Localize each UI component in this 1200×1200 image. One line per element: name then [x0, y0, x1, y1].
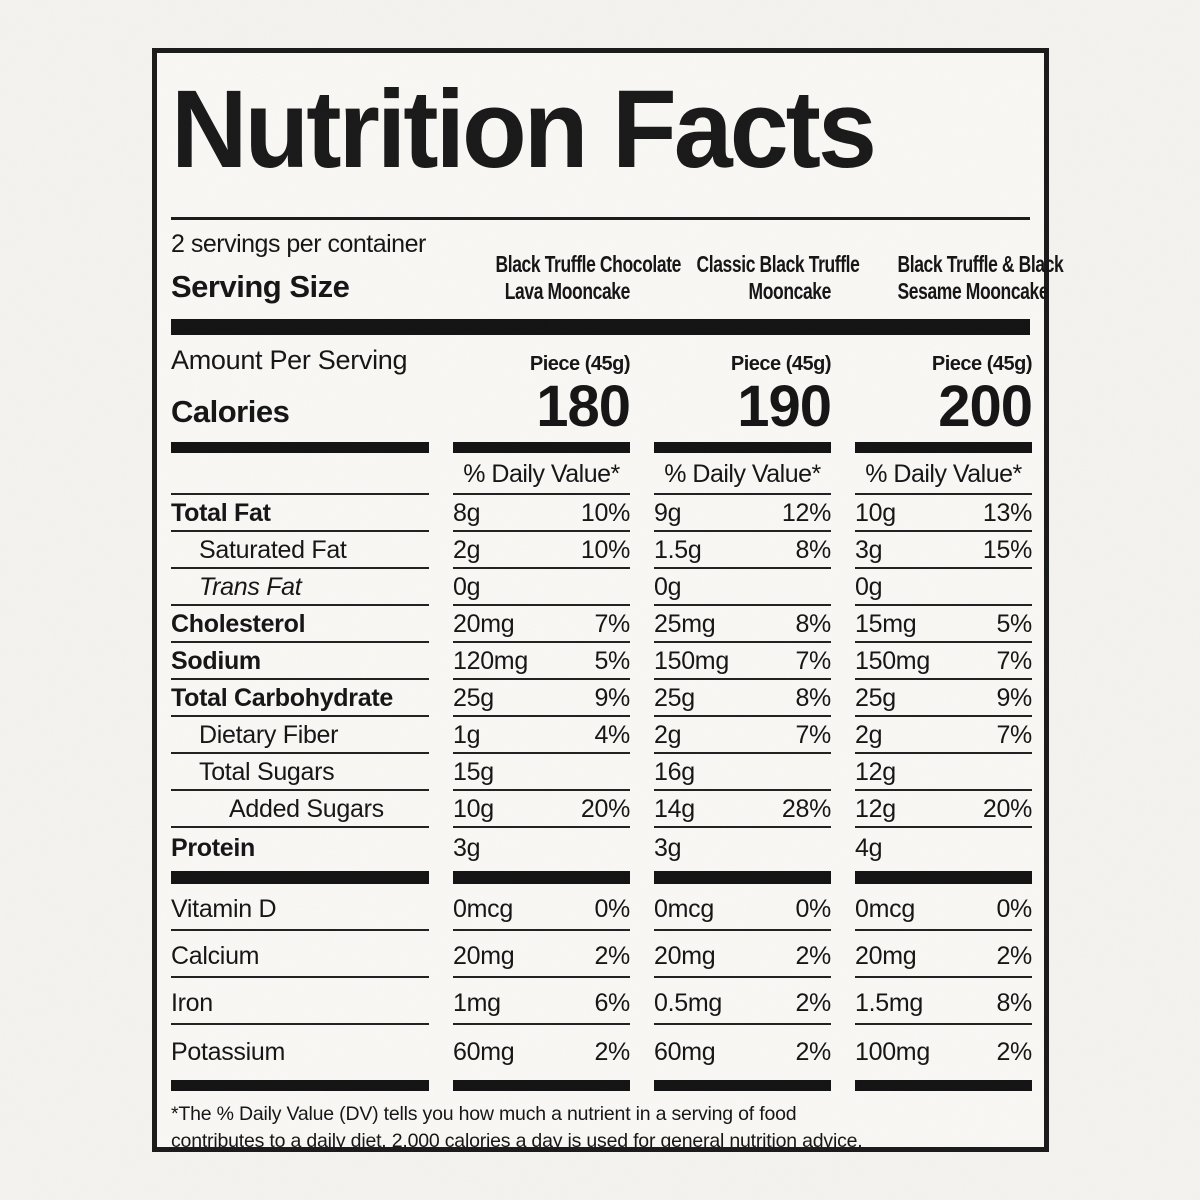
divider-bar	[171, 871, 429, 884]
value-cell: 1mg 6%	[453, 978, 630, 1025]
serving-section: 2 servings per container Serving Size Bl…	[171, 220, 1064, 319]
row-added-sugars: Added Sugars 10g 20% 14g 28% 12g 20%	[171, 791, 1032, 828]
value-cell: 25mg 8%	[654, 606, 831, 643]
calories-value-3: 200	[938, 374, 1033, 439]
calories-value-2: 190	[737, 374, 832, 439]
daily-value-header-3: % Daily Value*	[855, 460, 1032, 495]
value-cell: 0.5mg 2%	[654, 978, 831, 1025]
divider-bar	[453, 1080, 630, 1091]
value-cell: 150mg 7%	[654, 643, 831, 680]
value-cell: 0g	[654, 569, 831, 606]
row-iron: Iron 1mg 6% 0.5mg 2% 1.5mg 8%	[171, 978, 1032, 1025]
value-cell: 0mcg 0%	[453, 884, 630, 931]
value-cell: 15g	[453, 754, 630, 791]
value-cell: 60mg 2%	[453, 1038, 630, 1066]
value-cell: 120mg 5%	[453, 643, 630, 680]
value-cell: 14g 28%	[654, 791, 831, 828]
value-cell: 2g 10%	[453, 532, 630, 569]
serving-unit-1: Piece (45g)	[529, 353, 631, 375]
footnote-line-2: contributes to a daily diet. 2.000 calor…	[171, 1129, 863, 1152]
divider-bars-calories	[171, 442, 1032, 453]
thick-divider-top	[171, 319, 1030, 335]
serving-info: 2 servings per container Serving Size	[171, 230, 429, 305]
daily-value-header-row: % Daily Value* % Daily Value* % Daily Va…	[171, 453, 1032, 495]
value-cell: 10g 20%	[453, 791, 630, 828]
divider-bar	[855, 442, 1032, 453]
divider-bar	[453, 442, 630, 453]
divider-bar	[171, 442, 429, 453]
serving-size-label: Serving Size	[171, 269, 350, 304]
amount-per-serving-label: Amount Per Serving	[171, 345, 408, 375]
calories-row: Calories 180 190 200	[171, 374, 1033, 439]
row-dietary-fiber: Dietary Fiber 1g 4% 2g 7% 2g 7%	[171, 717, 1032, 754]
calories-label: Calories	[171, 394, 290, 429]
row-calcium: Calcium 20mg 2% 20mg 2% 20mg 2%	[171, 931, 1032, 978]
value-cell: 60mg 2%	[654, 1038, 831, 1066]
servings-per-container: 2 servings per container	[171, 230, 426, 258]
value-cell: 9g 12%	[654, 495, 831, 532]
value-cell: 12g 20%	[855, 791, 1032, 828]
value-cell: 20mg 2%	[453, 931, 630, 978]
value-cell: 8g 10%	[453, 495, 630, 532]
divider-bars-potassium	[171, 1080, 1032, 1091]
row-trans-fat: Trans Fat 0g 0g 0g	[171, 569, 1032, 606]
divider-bar	[855, 1080, 1032, 1091]
value-cell: 16g	[654, 754, 831, 791]
value-cell: 4g	[855, 834, 883, 862]
divider-bar	[654, 1080, 831, 1091]
value-cell: 20mg 2%	[855, 931, 1032, 978]
daily-value-header-2: % Daily Value*	[654, 460, 831, 495]
product-name-2: Classic Black Truffle Mooncake	[696, 250, 860, 304]
row-potassium: Potassium 60mg 2% 60mg 2% 100mg 2%	[171, 1025, 1032, 1072]
value-cell: 25g 9%	[453, 680, 630, 717]
row-protein: Protein 3g 3g 4g	[171, 828, 1030, 865]
row-saturated-fat: Saturated Fat 2g 10% 1.5g 8% 3g 15%	[171, 532, 1032, 569]
serving-unit-3: Piece (45g)	[931, 353, 1033, 375]
row-total-sugars: Total Sugars 15g 16g 12g	[171, 754, 1032, 791]
row-sodium: Sodium 120mg 5% 150mg 7% 150mg 7%	[171, 643, 1032, 680]
divider-bar	[654, 442, 831, 453]
value-cell: 3g 15%	[855, 532, 1032, 569]
empty-label-cell	[171, 453, 429, 495]
value-cell: 25g 9%	[855, 680, 1032, 717]
value-cell: 15mg 5%	[855, 606, 1032, 643]
value-cell: 1.5mg 8%	[855, 978, 1032, 1025]
value-cell: 20mg 7%	[453, 606, 630, 643]
value-cell: 1.5g 8%	[654, 532, 831, 569]
value-cell: 3g	[654, 834, 682, 862]
footnote: *The % Daily Value (DV) tells you how mu…	[171, 1101, 1030, 1155]
page-title: Nutrition Facts	[171, 68, 877, 192]
value-cell: 150mg 7%	[855, 643, 1032, 680]
row-vitamin-d: Vitamin D 0mcg 0% 0mcg 0% 0mcg 0%	[171, 884, 1032, 931]
value-cell: 2g 7%	[654, 717, 831, 754]
value-cell: 3g	[453, 834, 481, 862]
row-total-fat: Total Fat 8g 10% 9g 12% 10g 13%	[171, 495, 1032, 532]
value-cell: 25g 8%	[654, 680, 831, 717]
divider-bar	[171, 1080, 429, 1091]
value-cell: 10g 13%	[855, 495, 1032, 532]
value-cell: 1g 4%	[453, 717, 630, 754]
value-cell: 0mcg 0%	[654, 884, 831, 931]
value-cell: 12g	[855, 754, 1032, 791]
divider-bar	[855, 871, 1032, 884]
row-total-carbohydrate: Total Carbohydrate 25g 9% 25g 8% 25g 9%	[171, 680, 1032, 717]
product-name-1: Black Truffle Chocolate Lava Mooncake	[495, 250, 682, 304]
value-cell: 0mcg 0%	[855, 884, 1032, 931]
product-name-3: Black Truffle & Black Sesame Mooncake	[897, 250, 1064, 304]
divider-bar	[654, 871, 831, 884]
value-cell: 2g 7%	[855, 717, 1032, 754]
value-cell: 0g	[855, 569, 1032, 606]
daily-value-header-1: % Daily Value*	[453, 460, 630, 495]
amount-per-serving-row: Amount Per Serving Piece (45g) Piece (45…	[171, 335, 1033, 376]
divider-bar	[453, 871, 630, 884]
serving-unit-2: Piece (45g)	[730, 353, 832, 375]
footnote-line-1: *The % Daily Value (DV) tells you how mu…	[171, 1103, 797, 1125]
value-cell: 0g	[453, 569, 630, 606]
calories-value-1: 180	[536, 374, 631, 439]
row-cholesterol: Cholesterol 20mg 7% 25mg 8% 15mg 5%	[171, 606, 1032, 643]
value-cell: 100mg 2%	[855, 1038, 1032, 1066]
nutrition-facts-label: Nutrition Facts 2 servings per container…	[152, 48, 1064, 1155]
divider-bars-protein	[171, 871, 1032, 884]
value-cell: 20mg 2%	[654, 931, 831, 978]
